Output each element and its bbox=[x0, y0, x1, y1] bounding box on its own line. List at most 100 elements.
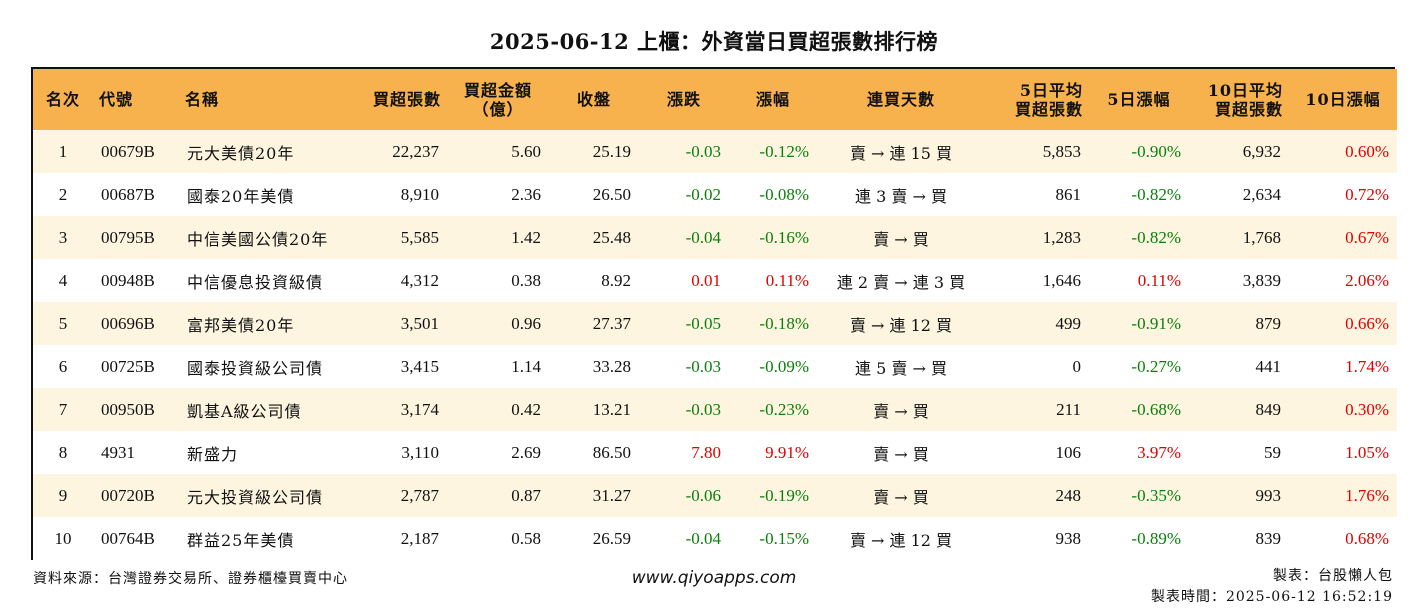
cell-close: 8.92 bbox=[601, 270, 631, 290]
cell-code: 00764B bbox=[101, 528, 155, 548]
col-header-amount: 買超金額 （億） bbox=[447, 69, 549, 130]
cell-change: 7.80 bbox=[691, 442, 721, 462]
footer-credits: 製表：台股懶人包 製表時間：2025-06-12 16:52:19 bbox=[1151, 566, 1393, 608]
cell-change: 0.01 bbox=[691, 270, 721, 290]
cell-name: 群益25年美債 bbox=[187, 530, 295, 550]
cell-change: -0.02 bbox=[685, 184, 721, 204]
cell-name: 國泰投資級公司債 bbox=[187, 358, 324, 378]
cell-avg10: 2,634 bbox=[1242, 184, 1281, 204]
table-row: 6 00725B 國泰投資級公司債 3,415 1.14 33.28 -0.03 -0.09%… bbox=[33, 345, 1397, 388]
cell-amount: 0.96 bbox=[511, 313, 541, 333]
col-header-avg10-line2: 買超張數 bbox=[1214, 99, 1283, 119]
cell-code: 00948B bbox=[101, 270, 155, 290]
cell-avg5: 938 bbox=[1055, 528, 1082, 548]
cell-pct: -0.12% bbox=[759, 141, 809, 161]
cell-close: 86.50 bbox=[592, 442, 631, 462]
cell-code: 00679B bbox=[101, 141, 155, 161]
cell-buy-lots: 3,174 bbox=[400, 399, 439, 419]
cell-buy-lots: 3,415 bbox=[400, 356, 439, 376]
cell-change: -0.03 bbox=[685, 141, 721, 161]
cell-avg5: 861 bbox=[1055, 184, 1082, 204]
cell-buy-lots: 5,585 bbox=[400, 227, 439, 247]
cell-pct: -0.09% bbox=[759, 356, 809, 376]
made-time: 製表時間：2025-06-12 16:52:19 bbox=[1150, 589, 1393, 605]
cell-rank: 4 bbox=[58, 270, 68, 290]
cell-pct10: 0.60% bbox=[1345, 141, 1389, 161]
cell-pct5: -0.35% bbox=[1131, 485, 1181, 505]
cell-name: 國泰20年美債 bbox=[187, 186, 295, 206]
cell-avg5: 106 bbox=[1055, 442, 1082, 462]
table-header: 名次 代號 名稱 買超張數 買超金額 （億） 收盤 漲跌 漲幅 連買天數 5日平均… bbox=[33, 69, 1397, 130]
cell-pct: -0.16% bbox=[759, 227, 809, 247]
cell-close: 25.48 bbox=[592, 227, 631, 247]
col-header-avg5-line2: 買超張數 bbox=[1014, 99, 1083, 119]
col-header-pct: 漲幅 bbox=[755, 90, 790, 109]
cell-code: 00696B bbox=[101, 313, 155, 333]
cell-pct: -0.23% bbox=[759, 399, 809, 419]
table-row: 1 00679B 元大美債20年 22,237 5.60 25.19 -0.03 -0.12%… bbox=[33, 130, 1397, 173]
cell-pct5: -0.82% bbox=[1131, 184, 1181, 204]
cell-pct5: -0.27% bbox=[1131, 356, 1181, 376]
col-header-avg10: 10日平均 買超張數 bbox=[1189, 69, 1289, 130]
cell-close: 33.28 bbox=[592, 356, 631, 376]
cell-avg10: 1,768 bbox=[1242, 227, 1281, 247]
cell-amount: 1.42 bbox=[511, 227, 541, 247]
cell-streak: 連 2 賣 → 連 3 買 bbox=[836, 272, 966, 292]
cell-avg10: 879 bbox=[1255, 313, 1282, 333]
cell-rank: 3 bbox=[58, 227, 68, 247]
cell-pct: -0.15% bbox=[759, 528, 809, 548]
cell-amount: 0.58 bbox=[511, 528, 541, 548]
cell-avg5: 248 bbox=[1055, 485, 1082, 505]
cell-pct: -0.18% bbox=[759, 313, 809, 333]
col-header-code: 代號 bbox=[99, 90, 134, 109]
cell-buy-lots: 8,910 bbox=[400, 184, 439, 204]
col-header-change: 漲跌 bbox=[666, 90, 701, 109]
cell-pct10: 1.05% bbox=[1345, 442, 1389, 462]
cell-code: 00950B bbox=[101, 399, 155, 419]
cell-name: 元大投資級公司債 bbox=[187, 487, 324, 507]
col-header-avg5: 5日平均 買超張數 bbox=[985, 69, 1089, 130]
col-header-rank: 名次 bbox=[45, 90, 80, 109]
cell-code: 00687B bbox=[101, 184, 155, 204]
data-source: 資料來源：台灣證券交易所、證券櫃檯買賣中心 bbox=[33, 571, 348, 587]
cell-pct5: 0.11% bbox=[1137, 270, 1181, 290]
cell-amount: 0.42 bbox=[511, 399, 541, 419]
cell-avg5: 1,646 bbox=[1042, 270, 1081, 290]
cell-buy-lots: 3,501 bbox=[400, 313, 439, 333]
cell-close: 13.21 bbox=[592, 399, 631, 419]
cell-streak: 賣 → 連 15 買 bbox=[849, 143, 953, 163]
cell-pct5: 3.97% bbox=[1137, 442, 1181, 462]
cell-rank: 2 bbox=[58, 184, 68, 204]
table-row: 3 00795B 中信美國公債20年 5,585 1.42 25.48 -0.04 -0.16… bbox=[33, 216, 1397, 259]
cell-code: 00725B bbox=[101, 356, 155, 376]
cell-streak: 賣 → 買 bbox=[873, 487, 929, 507]
cell-change: -0.06 bbox=[685, 485, 721, 505]
cell-streak: 賣 → 買 bbox=[873, 401, 929, 421]
cell-pct: -0.19% bbox=[759, 485, 809, 505]
cell-amount: 0.87 bbox=[511, 485, 541, 505]
cell-pct: 0.11% bbox=[765, 270, 809, 290]
cell-buy-lots: 2,787 bbox=[400, 485, 439, 505]
cell-amount: 2.36 bbox=[511, 184, 541, 204]
cell-streak: 連 3 賣 → 買 bbox=[855, 186, 947, 206]
cell-avg5: 1,283 bbox=[1042, 227, 1081, 247]
cell-pct10: 0.72% bbox=[1345, 184, 1389, 204]
table-row: 9 00720B 元大投資級公司債 2,787 0.87 31.27 -0.06 -0.19%… bbox=[33, 474, 1397, 517]
website-link[interactable]: www.qiyoapps.com bbox=[631, 568, 797, 588]
page-title: 2025-06-12 上櫃：外資當日買超張數排行榜 bbox=[489, 29, 939, 54]
col-header-amount-line1: 買超金額 bbox=[463, 80, 532, 100]
cell-name: 凱基A級公司債 bbox=[187, 401, 302, 421]
cell-rank: 1 bbox=[58, 141, 68, 161]
table-row: 2 00687B 國泰20年美債 8,910 2.36 26.50 -0.02 -0.08% 連… bbox=[33, 173, 1397, 216]
cell-amount: 1.14 bbox=[511, 356, 541, 376]
ranking-table: 名次 代號 名稱 買超張數 買超金額 （億） 收盤 漲跌 漲幅 連買天數 5日平均… bbox=[31, 67, 1397, 560]
cell-pct5: -0.90% bbox=[1131, 141, 1181, 161]
cell-buy-lots: 22,237 bbox=[392, 141, 439, 161]
cell-change: -0.03 bbox=[685, 356, 721, 376]
cell-pct10: 0.68% bbox=[1345, 528, 1389, 548]
maker-label: 製表：台股懶人包 bbox=[1273, 568, 1393, 584]
cell-avg10: 441 bbox=[1255, 356, 1282, 376]
cell-close: 27.37 bbox=[592, 313, 631, 333]
cell-streak: 賣 → 連 12 買 bbox=[849, 315, 953, 335]
cell-buy-lots: 3,110 bbox=[401, 442, 439, 462]
